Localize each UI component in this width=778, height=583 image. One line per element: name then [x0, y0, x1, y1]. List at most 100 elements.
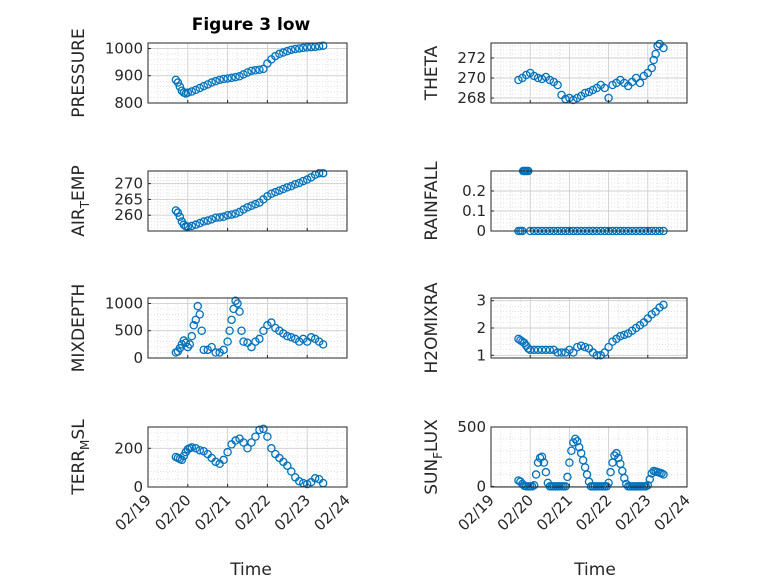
data-point — [185, 340, 195, 349]
data-point — [641, 482, 651, 491]
subplot-rainfall: 0 0.1 0.2 RAINFALL — [422, 161, 688, 241]
data-point — [267, 444, 276, 453]
data-point — [298, 176, 308, 186]
data-point — [243, 68, 252, 77]
data-point — [604, 342, 613, 352]
x-tick-label: 02/21 — [191, 491, 234, 534]
data-point — [191, 220, 201, 229]
x-axis-label-right: Time — [573, 560, 616, 580]
data-point — [298, 43, 308, 53]
data-point — [231, 436, 240, 445]
data-point — [283, 461, 292, 470]
data-point — [600, 348, 609, 357]
data-point — [263, 432, 272, 441]
subplot-h2omixra: 1 2 3 H2OMIXRA — [422, 282, 688, 374]
data-point — [545, 345, 555, 355]
data-point — [211, 76, 220, 86]
x-tick-label: 02/22 — [572, 491, 615, 534]
data-point — [294, 178, 304, 188]
data-point — [187, 87, 197, 96]
data-point — [659, 300, 668, 310]
data-point — [541, 467, 551, 477]
data-point — [306, 333, 316, 342]
y-tick-label: 2 — [476, 319, 486, 337]
data-point — [225, 326, 234, 335]
y-tick-label: 0.1 — [462, 202, 486, 220]
y-axis-label: MIXDEPTH — [69, 284, 89, 373]
y-tick-label: 0 — [133, 478, 143, 496]
data-point — [259, 424, 268, 434]
data-point — [187, 331, 197, 341]
data-point — [173, 78, 183, 87]
data-point — [279, 184, 288, 194]
subplot-pressure: 800 900 1000 PRESSURE — [69, 28, 348, 118]
data-point — [580, 88, 590, 98]
data-point — [187, 221, 197, 231]
data-point — [255, 425, 264, 435]
data-point — [219, 212, 228, 222]
data-point — [183, 88, 193, 97]
data-point — [231, 209, 240, 218]
y-axis-label: RAINFALL — [422, 161, 442, 241]
data-point — [227, 315, 236, 325]
data-point — [223, 337, 232, 346]
y-tick-label: 1000 — [105, 39, 143, 57]
data-point — [247, 66, 256, 76]
y-axis-label: TERRMSL — [69, 419, 92, 496]
data-point — [211, 348, 220, 357]
y-axis-label: THETA — [422, 45, 442, 101]
data-point — [318, 340, 328, 349]
data-point — [235, 72, 244, 81]
data-point — [233, 299, 242, 308]
data-point — [219, 455, 228, 465]
axes-box — [147, 297, 348, 359]
data-point — [647, 469, 656, 478]
x-tick-label: 02/20 — [151, 491, 194, 534]
data-point — [533, 458, 543, 467]
data-point — [287, 181, 296, 191]
data-point — [576, 341, 586, 350]
y-tick-label: 900 — [114, 67, 143, 85]
y-tick-label: 500 — [457, 418, 486, 436]
data-point — [191, 315, 201, 325]
subplot-sun-flux: 0 500 SUNFLUX 02/1902/2002/2102/2202/2302/2… — [422, 418, 694, 534]
data-point — [207, 342, 216, 352]
x-tick-label: 02/23 — [271, 491, 314, 534]
data-point — [247, 201, 256, 210]
data-point — [659, 470, 668, 479]
data-point — [243, 203, 252, 212]
data-point — [283, 46, 292, 56]
data-point — [223, 447, 232, 457]
axes-box — [490, 426, 688, 488]
data-point — [580, 463, 590, 472]
x-tick-label: 02/24 — [311, 491, 354, 534]
data-point — [191, 444, 201, 453]
data-point — [302, 43, 312, 52]
data-point — [618, 466, 627, 476]
data-point — [318, 168, 328, 178]
data-point — [657, 469, 666, 478]
data-point — [199, 217, 208, 226]
data-point — [287, 333, 296, 342]
data-point — [651, 49, 660, 59]
y-axis-label: H2OMIXRA — [422, 282, 442, 373]
data-point — [223, 210, 232, 220]
data-point — [251, 66, 260, 75]
x-axis-label-left: Time — [229, 560, 272, 580]
x-tick-label: 02/19 — [112, 491, 155, 534]
data-point — [211, 457, 220, 467]
data-point — [237, 326, 246, 335]
data-point — [578, 456, 588, 465]
data-point — [181, 338, 191, 347]
x-tick-label: 02/24 — [651, 491, 694, 534]
data-point — [574, 442, 584, 452]
data-point — [592, 351, 602, 360]
x-tick-label: 02/22 — [231, 491, 274, 534]
axes-box — [490, 170, 688, 232]
data-point — [251, 432, 260, 441]
data-point — [614, 453, 623, 463]
data-point — [239, 438, 248, 447]
data-point — [195, 445, 204, 455]
axes-box — [147, 426, 348, 488]
data-point — [531, 470, 541, 479]
